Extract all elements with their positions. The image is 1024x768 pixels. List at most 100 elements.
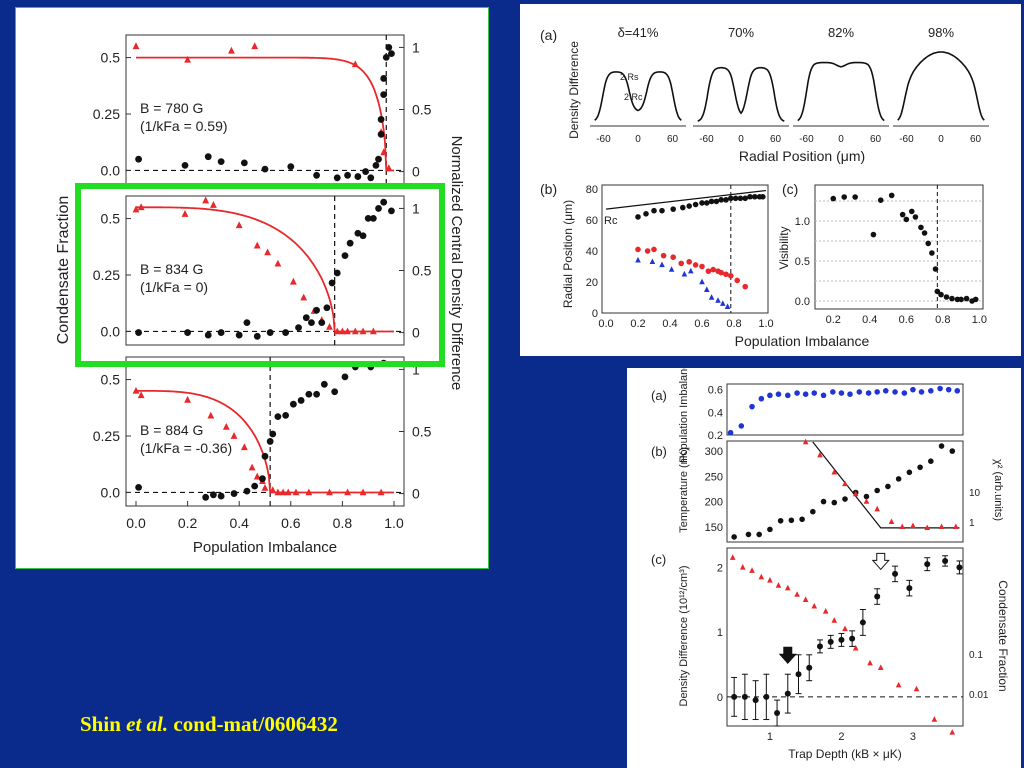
y-tick-label: 0.5 bbox=[101, 211, 121, 227]
temperature-y-label: Temperature (nK) bbox=[678, 447, 690, 533]
temperature-point bbox=[949, 448, 956, 454]
density-point bbox=[354, 229, 362, 237]
density-point bbox=[341, 252, 349, 259]
imbalance-point bbox=[901, 390, 908, 396]
condensate-point bbox=[253, 241, 261, 249]
red-point bbox=[651, 246, 657, 253]
visibility-point bbox=[852, 194, 858, 200]
y-tick-label: 0.5 bbox=[101, 372, 121, 388]
x-tick-label: 0.8 bbox=[726, 318, 741, 330]
panel-b-label: (b) bbox=[651, 444, 667, 459]
density-point bbox=[202, 493, 210, 501]
condensate-point bbox=[895, 681, 902, 688]
y-axis-label-right: Normalized Central Density Difference bbox=[448, 136, 465, 391]
y-axis-label-left: Condensate Fraction bbox=[55, 196, 72, 345]
imbalance-point bbox=[856, 389, 863, 395]
condensate-point bbox=[775, 582, 782, 588]
density-point bbox=[827, 638, 834, 645]
temperature-point bbox=[917, 464, 923, 471]
condensate-point bbox=[261, 483, 269, 491]
visibility-point bbox=[929, 250, 935, 256]
imbalance-point bbox=[775, 391, 782, 397]
density-point bbox=[287, 163, 295, 171]
condensate-point bbox=[842, 625, 848, 632]
y-tick-label: 2 bbox=[717, 562, 723, 574]
blue-point bbox=[715, 297, 721, 303]
y2-tick-label: 1 bbox=[969, 518, 975, 529]
density-point bbox=[253, 332, 261, 340]
density-point bbox=[956, 564, 963, 571]
visibility-point bbox=[918, 224, 924, 231]
profile-title: δ=41% bbox=[618, 25, 659, 40]
condensate-point bbox=[359, 488, 367, 496]
subplot-b1: 0.0 0.25 0.5 0 0.5 1 B = 780 G (1/kFa = 0.59) bbox=[93, 34, 432, 185]
y-tick-label: 0.0 bbox=[101, 162, 121, 178]
density-point bbox=[892, 570, 899, 577]
profile-curve bbox=[797, 61, 885, 122]
density-point bbox=[784, 690, 791, 697]
condensate-point bbox=[802, 596, 809, 602]
visibility-point bbox=[972, 296, 979, 303]
blue-point bbox=[681, 270, 688, 277]
black-point bbox=[699, 200, 705, 206]
density-point bbox=[380, 75, 388, 82]
red-point bbox=[718, 269, 724, 276]
panel-c-label: (c) bbox=[782, 181, 798, 197]
x-tick-label: 1.0 bbox=[758, 318, 773, 330]
temperature-point bbox=[938, 443, 945, 449]
black-point bbox=[752, 193, 758, 200]
y-tick-label: 40 bbox=[586, 246, 598, 258]
blue-point bbox=[704, 286, 710, 292]
condensate-fraction-figure: 0.00.250.500.51B = 780 G(1/kFa = 0.59)0.… bbox=[55, 34, 465, 556]
density-point bbox=[320, 380, 328, 388]
condensate-point bbox=[274, 488, 282, 496]
x-tick-label: 0.8 bbox=[935, 314, 950, 326]
imbalance-point bbox=[874, 389, 880, 395]
condensate-point bbox=[913, 685, 920, 692]
density-point bbox=[204, 153, 212, 161]
condensate-point bbox=[831, 617, 838, 623]
imbalance-point bbox=[865, 390, 872, 396]
density-point bbox=[251, 482, 259, 490]
density-point bbox=[382, 53, 390, 61]
density-point bbox=[305, 390, 313, 398]
y-tick-label: 0.0 bbox=[795, 296, 810, 308]
density-point bbox=[806, 664, 813, 671]
red-point bbox=[699, 263, 705, 270]
radial-y-label: Radial Position (μm) bbox=[561, 200, 575, 308]
profile-x-tick: 60 bbox=[770, 134, 782, 145]
imbalance-point bbox=[784, 392, 791, 399]
density-point bbox=[874, 593, 881, 600]
density-point bbox=[243, 319, 251, 327]
imbalance-point bbox=[945, 386, 952, 393]
density-point bbox=[362, 168, 370, 175]
subplot-b2: 0.0 0.25 0.5 0 0.5 1 B = 834 G (1/kFa = 0) bbox=[93, 195, 432, 346]
imbalance-point bbox=[918, 389, 925, 395]
profile-x-label: Radial Position (μm) bbox=[739, 148, 865, 164]
profile-subplot: 82% -60 0 60 bbox=[793, 25, 889, 145]
black-point bbox=[635, 214, 641, 220]
black-point bbox=[686, 203, 692, 209]
condensate-point bbox=[137, 391, 145, 399]
condensate-point bbox=[184, 395, 191, 403]
density-point bbox=[380, 198, 388, 206]
density-point bbox=[380, 91, 388, 98]
density-point bbox=[274, 413, 282, 420]
visibility-point bbox=[943, 294, 950, 300]
y2-tick-label: 1 bbox=[412, 361, 420, 377]
visibility-point bbox=[938, 291, 944, 298]
condensate-point bbox=[359, 327, 367, 335]
y-tick-label: 0.4 bbox=[708, 407, 723, 419]
imbalance-point bbox=[802, 391, 809, 397]
temperature-point bbox=[863, 493, 870, 500]
x-tick-label: 2 bbox=[838, 731, 844, 743]
profile-title: 98% bbox=[928, 25, 954, 40]
condensate-point bbox=[202, 196, 210, 204]
imbalance-point bbox=[937, 385, 943, 392]
condensate-point bbox=[877, 664, 884, 670]
density-point bbox=[333, 174, 341, 182]
field-label: B = 834 G bbox=[140, 261, 203, 277]
x-tick-label: 0.0 bbox=[598, 318, 613, 330]
chi2-point bbox=[938, 523, 945, 530]
chi2-point bbox=[924, 524, 931, 531]
